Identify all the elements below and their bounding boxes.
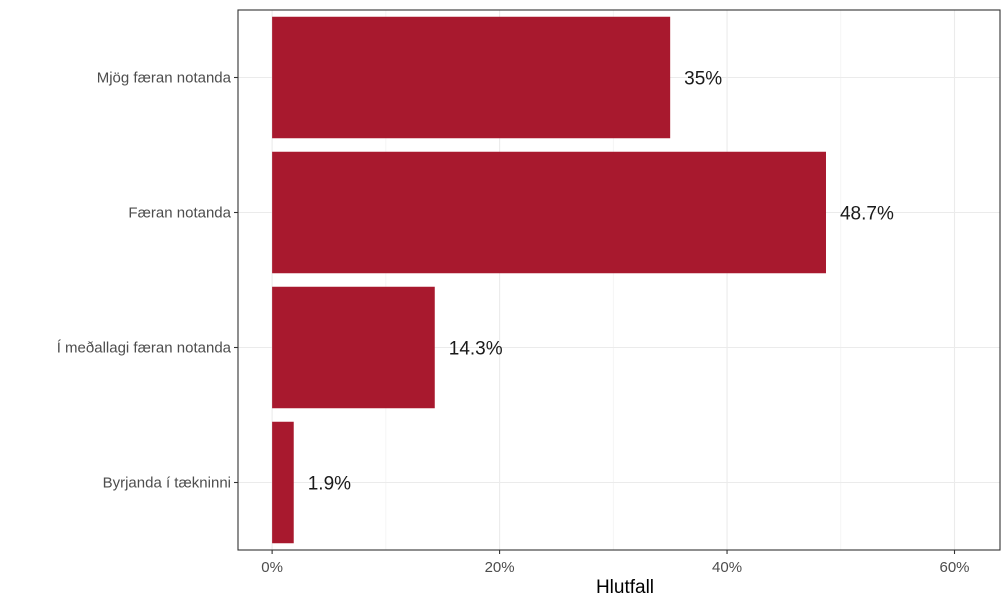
x-tick-label: 20% — [485, 559, 515, 576]
x-tick-label: 60% — [939, 559, 969, 576]
bar — [272, 151, 826, 274]
bars — [272, 16, 826, 544]
bar — [272, 16, 671, 139]
y-tick-label: Mjög færan notanda — [97, 70, 232, 87]
bar-value-label: 35% — [684, 69, 722, 90]
value-labels: 35% 48.7% 14.3% 1.9% — [308, 69, 894, 495]
x-axis-title: Hlutfall — [596, 577, 654, 598]
bar-value-label: 14.3% — [449, 339, 503, 360]
bar — [272, 286, 435, 409]
plot-panel-border — [237, 9, 1001, 551]
bar-value-label: 1.9% — [308, 474, 351, 495]
bar — [272, 421, 294, 544]
bar-value-label: 48.7% — [840, 204, 894, 225]
y-axis: Mjög færan notanda Færan notanda Í meðalla… — [57, 70, 238, 492]
x-axis: 0% 20% 40% 60% — [261, 550, 970, 576]
x-tick-label: 40% — [712, 559, 742, 576]
x-tick-label: 0% — [261, 559, 283, 576]
y-tick-label: Færan notanda — [128, 205, 231, 222]
y-tick-label: Byrjanda í tækninni — [103, 475, 231, 492]
y-tick-label: Í meðallagi færan notanda — [57, 340, 232, 357]
